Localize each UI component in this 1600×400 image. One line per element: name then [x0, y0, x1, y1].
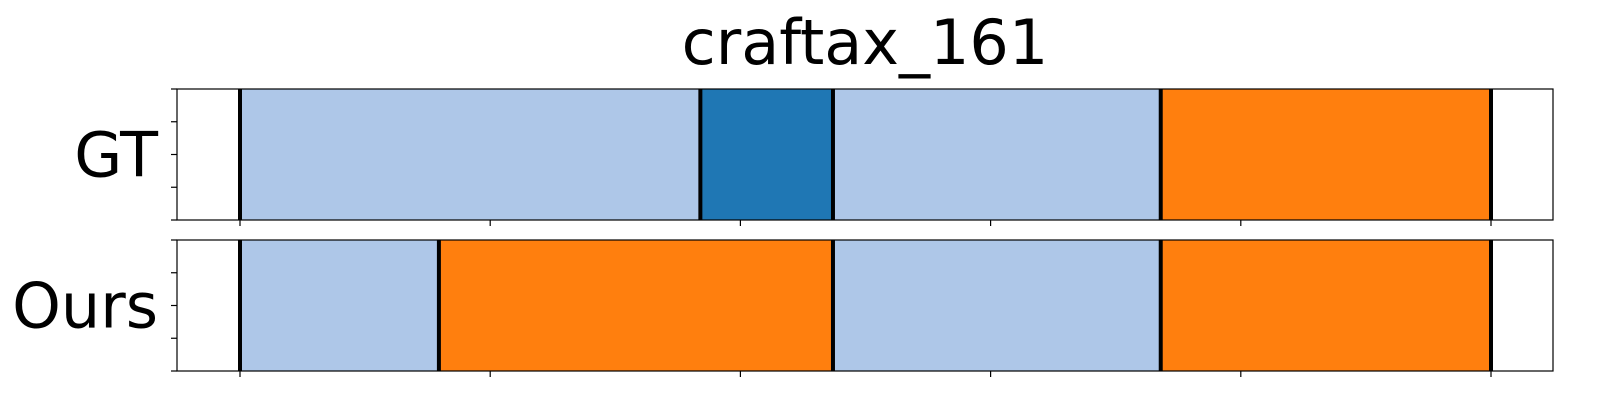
chart-rows: GT Ours: [12, 88, 1554, 377]
segment-2: [700, 89, 833, 220]
row-label-ours: Ours: [12, 270, 158, 343]
row-label-gt: GT: [74, 119, 159, 192]
row-gt: GT: [74, 88, 1554, 226]
segment-1: [240, 240, 439, 371]
segment-3: [832, 240, 1161, 371]
segment-3: [832, 89, 1161, 220]
row-ours: Ours: [12, 239, 1554, 377]
segment-4: [1160, 89, 1491, 220]
chart-title: craftax_161: [682, 6, 1049, 79]
segment-2: [438, 240, 833, 371]
segment-4: [1160, 240, 1491, 371]
segment-1: [240, 89, 701, 220]
